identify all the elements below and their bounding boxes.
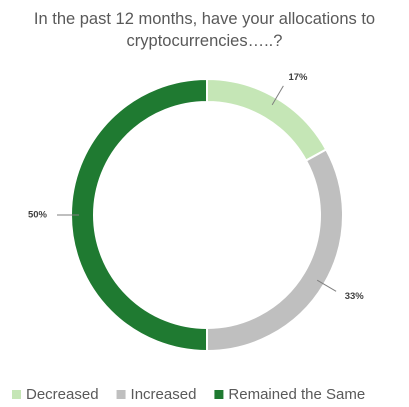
legend-label: Remained the Same xyxy=(228,386,365,403)
data-label: 50% xyxy=(28,210,48,221)
donut-segment xyxy=(206,77,328,162)
legend-swatch xyxy=(116,390,126,399)
legend-swatch xyxy=(214,390,224,399)
leader-line xyxy=(316,279,337,292)
donut-segment xyxy=(206,148,344,353)
chart-title: In the past 12 months, have your allocat… xyxy=(33,10,376,50)
legend-swatch xyxy=(12,390,21,399)
legend-label: Increased xyxy=(131,386,197,403)
data-label: 33% xyxy=(345,291,365,302)
legend-label: Decreased xyxy=(26,386,99,403)
data-label: 17% xyxy=(288,72,308,83)
donut-segment xyxy=(70,77,208,353)
leader-line xyxy=(271,85,284,106)
